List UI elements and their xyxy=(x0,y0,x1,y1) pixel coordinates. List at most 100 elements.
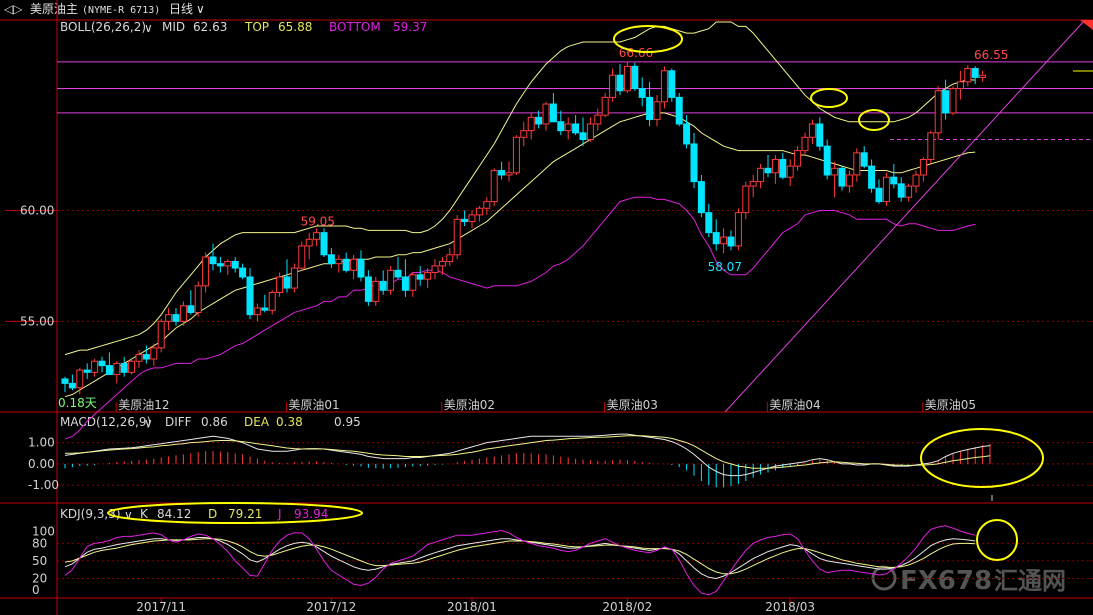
candle xyxy=(660,66,668,109)
candle xyxy=(919,157,927,182)
macd-label[interactable]: MACD(12,26,9) xyxy=(60,415,151,429)
candle xyxy=(631,62,639,91)
candle xyxy=(601,92,609,118)
price-annotation: 58.07 xyxy=(708,260,742,274)
candle-body xyxy=(157,320,165,349)
candle-body xyxy=(564,123,572,132)
kdj-y-tick-label: 50 xyxy=(32,554,47,568)
candle-body xyxy=(956,81,964,90)
chevron-down-icon[interactable]: ∨ xyxy=(196,2,205,16)
boll-mid-line xyxy=(64,112,976,398)
candle-body xyxy=(831,167,839,176)
candle xyxy=(712,219,720,251)
candle xyxy=(379,270,387,295)
candle xyxy=(527,112,535,140)
boll-legend: BOLL(26,26,2) ∨ MID 62.63 TOP 65.88 BOTT… xyxy=(60,20,427,35)
candle-body xyxy=(971,68,979,78)
chevron-down-icon[interactable]: ∨ xyxy=(144,416,153,430)
candle xyxy=(409,272,417,297)
candle-body xyxy=(490,170,498,203)
candle xyxy=(261,294,269,313)
candle-body xyxy=(202,256,210,287)
candle xyxy=(882,172,890,207)
candle-body xyxy=(919,158,927,176)
candle-body xyxy=(113,362,121,376)
candle-body xyxy=(142,354,150,360)
candle-body xyxy=(964,68,972,83)
macd-y-tick-label: -1.00 xyxy=(28,478,59,492)
chevron-down-icon[interactable]: ∨ xyxy=(124,508,133,522)
candle-body xyxy=(409,274,417,291)
candle-body xyxy=(697,181,705,214)
boll-bottom-label: BOTTOM xyxy=(329,20,381,34)
trend-line xyxy=(724,19,1086,413)
kdj-k-value: 84.12 xyxy=(157,507,191,521)
candle xyxy=(971,66,979,85)
candle xyxy=(394,257,402,280)
candle xyxy=(638,77,646,107)
candle-body xyxy=(61,378,69,384)
candle xyxy=(905,183,913,202)
candle-body xyxy=(276,276,284,293)
x-tick-label: 2018/03 xyxy=(765,600,815,614)
highlight-ellipse xyxy=(613,25,683,53)
candle xyxy=(912,170,920,193)
boll-top-label: TOP xyxy=(244,20,269,34)
candle-body xyxy=(838,167,846,187)
kdj-d-label: D xyxy=(208,507,217,521)
candle-body xyxy=(401,276,409,291)
price-grid xyxy=(5,209,1093,412)
candle-body xyxy=(91,360,99,373)
kdj-label[interactable]: KDJ(9,3,3) xyxy=(60,507,121,521)
chevron-down-icon[interactable]: ∨ xyxy=(144,21,153,35)
candle-body xyxy=(172,314,180,322)
macd-legend: MACD(12,26,9) ∨ DIFF 0.86 DEA 0.38 0.95 xyxy=(60,415,361,430)
candle xyxy=(794,146,802,171)
candle-body xyxy=(646,96,654,121)
candle-body xyxy=(942,90,950,114)
x-tick-label: 2018/02 xyxy=(602,600,652,614)
candle xyxy=(801,132,809,156)
candle xyxy=(76,367,84,395)
candle-body xyxy=(816,123,824,147)
candle xyxy=(757,163,765,189)
back-icon[interactable]: ◁▷ xyxy=(3,2,23,16)
candle xyxy=(927,130,935,164)
candle xyxy=(838,166,846,191)
macd-diff-label: DIFF xyxy=(165,415,192,429)
candle xyxy=(542,101,550,131)
candle xyxy=(424,268,432,289)
candle-body xyxy=(475,207,483,216)
watermark-cn: 汇通网 xyxy=(994,567,1066,595)
candle-body xyxy=(431,265,439,274)
candle-body xyxy=(261,307,269,311)
candle-body xyxy=(579,132,587,141)
kdj-d-line xyxy=(64,538,976,575)
price-annotation: 59.05 xyxy=(301,215,335,229)
candle-body xyxy=(424,272,432,280)
candle xyxy=(816,117,824,151)
highlight-ellipse xyxy=(107,502,363,524)
candle-body xyxy=(594,114,602,125)
kdj-k-label: K xyxy=(140,507,149,521)
candle-body xyxy=(372,280,380,302)
candle-body xyxy=(165,314,173,322)
candle xyxy=(416,265,424,286)
candle-body xyxy=(949,88,957,114)
candle-body xyxy=(327,254,335,265)
period-selector[interactable]: 日线 xyxy=(169,2,193,16)
candle-body xyxy=(283,276,291,289)
kdj-y-tick-label: 20 xyxy=(32,571,47,585)
symbol-code: (NYME-R 6713) xyxy=(82,5,160,16)
candle xyxy=(357,250,365,282)
candle xyxy=(956,70,964,100)
candle-body xyxy=(934,90,942,134)
boll-top-line xyxy=(64,21,976,356)
watermark-brand: FX678 xyxy=(900,566,992,596)
candle xyxy=(283,259,291,293)
candle xyxy=(845,170,853,193)
candle-body xyxy=(742,185,750,214)
candle-body xyxy=(98,360,106,367)
boll-label[interactable]: BOLL(26,26,2) xyxy=(60,20,146,34)
candle xyxy=(179,301,187,326)
